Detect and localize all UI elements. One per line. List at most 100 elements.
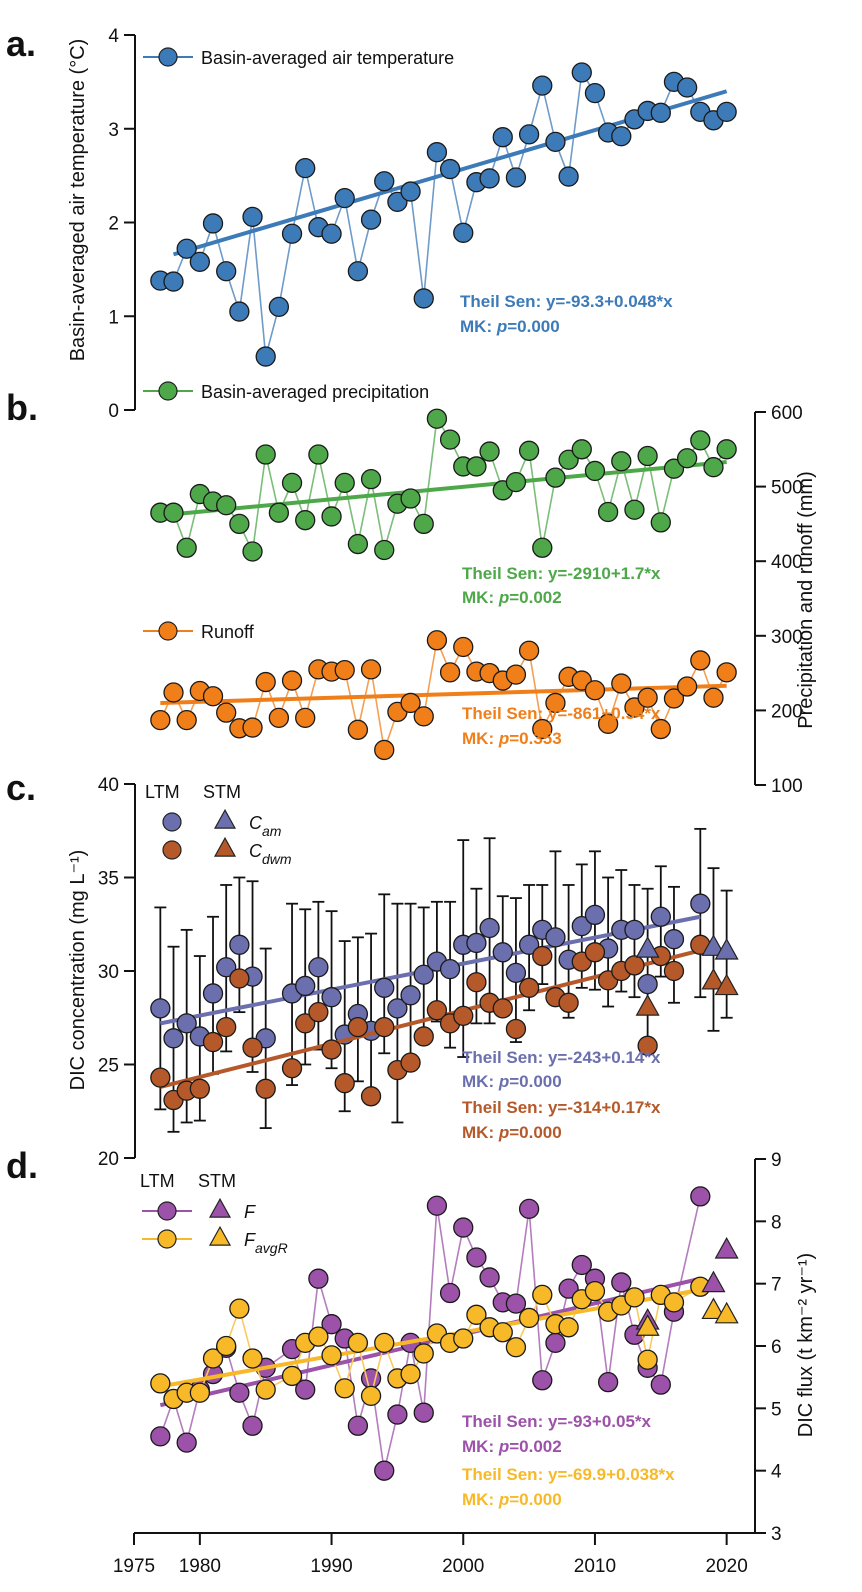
data-point — [584, 460, 606, 482]
data-point — [505, 1293, 527, 1314]
data-point-triangle — [635, 1314, 660, 1336]
data-point — [334, 187, 355, 209]
data-point — [663, 960, 685, 982]
x-tick-label: 1980 — [179, 1556, 221, 1577]
x-tick-label: 2000 — [442, 1556, 484, 1577]
data-point — [400, 181, 421, 202]
data-point — [321, 223, 342, 244]
data-point — [690, 1186, 711, 1207]
data-point — [216, 1016, 237, 1038]
data-point — [216, 495, 237, 516]
data-point — [163, 1028, 184, 1049]
data-point — [281, 1058, 303, 1079]
data-point — [413, 964, 434, 985]
data-point — [453, 1005, 474, 1027]
data-point — [676, 448, 698, 469]
data-point — [255, 1078, 276, 1099]
data-point — [202, 686, 224, 707]
series-line — [159, 1196, 702, 1471]
data-point — [663, 688, 685, 709]
data-point-triangle — [714, 1236, 739, 1259]
data-point — [281, 1365, 303, 1387]
data-point — [532, 945, 553, 967]
data-point — [242, 1348, 263, 1369]
data-point — [360, 1385, 382, 1407]
data-point — [518, 440, 540, 461]
panel-c: c. 20 25 30 35 40 DIC concentration (mg L⁻¹) LT… — [6, 767, 739, 1170]
data-point — [176, 1432, 197, 1453]
data-point — [413, 513, 434, 535]
data-point — [202, 1348, 224, 1369]
data-point — [176, 1013, 197, 1034]
data-point — [374, 1332, 395, 1354]
data-point — [189, 1382, 211, 1403]
data-point — [202, 983, 224, 1004]
data-point — [413, 1343, 434, 1364]
series-line — [159, 1286, 701, 1400]
trend-stats: MK: p=0.000 — [462, 1072, 562, 1091]
data-point — [242, 1415, 263, 1436]
data-point — [360, 1086, 382, 1107]
data-point — [479, 168, 500, 189]
data-point-triangle — [701, 1270, 726, 1293]
y-tick-label: 4 — [108, 26, 119, 47]
data-point — [663, 458, 685, 479]
data-point — [545, 692, 566, 714]
trend-line — [173, 459, 727, 517]
series-f-ltm- — [150, 1186, 711, 1481]
data-point — [374, 977, 395, 998]
legend-triangle-marker — [213, 836, 237, 857]
trend-stats: MK: p=0.000 — [462, 1490, 562, 1509]
y-tick-label: 25 — [98, 1056, 119, 1077]
data-point — [663, 1292, 685, 1313]
data-point — [281, 223, 303, 244]
y-tick-label: 20 — [98, 1149, 119, 1170]
data-point — [242, 1037, 263, 1058]
data-point — [150, 1426, 171, 1447]
legend-triangle-marker — [213, 808, 237, 829]
data-point — [347, 719, 369, 740]
panel-label: b. — [6, 387, 38, 428]
data-point — [690, 650, 711, 671]
data-point — [453, 636, 474, 658]
data-point — [466, 1304, 487, 1325]
y-tick-label: 40 — [98, 775, 119, 796]
data-point — [163, 682, 184, 703]
series-c-dwm-ltm- — [150, 934, 711, 1111]
data-point — [374, 1016, 395, 1038]
legend-marker — [158, 381, 178, 401]
data-point — [321, 506, 342, 527]
x-tick-label: 1975 — [113, 1556, 155, 1577]
data-point — [545, 1332, 566, 1354]
data-point — [176, 537, 197, 558]
data-point — [584, 904, 606, 926]
data-point — [453, 1217, 474, 1238]
y-tick-label: 30 — [98, 962, 119, 983]
legend-triangle-marker — [208, 1197, 232, 1218]
data-point — [242, 717, 263, 738]
data-point — [505, 664, 527, 685]
series-f-avgr-stm- — [635, 1297, 739, 1336]
legend-label: Runoff — [201, 622, 255, 642]
data-point — [439, 429, 461, 450]
data-point — [558, 1278, 579, 1299]
data-point — [281, 670, 303, 691]
data-point — [624, 499, 645, 520]
x-tick-label: 2020 — [706, 1556, 748, 1577]
panel-a: a. 0 1 2 3 4 Basin-averaged air temperature (°… — [6, 23, 737, 422]
data-point — [650, 906, 671, 927]
data-point — [426, 142, 448, 163]
y-tick-label: 1 — [108, 307, 119, 328]
data-point — [571, 915, 592, 937]
data-point — [545, 131, 566, 153]
panel-d: d. 3 4 5 6 7 8 9 DIC flux (t km⁻² yr⁻¹) 1975 1980 1… — [6, 1145, 817, 1577]
y-tick-label: 100 — [771, 776, 803, 797]
y-tick-label: 600 — [771, 403, 803, 424]
panel-label: a. — [6, 23, 36, 64]
data-point — [624, 1287, 645, 1308]
data-point — [400, 488, 421, 509]
data-point — [558, 449, 579, 470]
data-point — [532, 1284, 553, 1306]
data-point-triangle — [635, 936, 660, 958]
